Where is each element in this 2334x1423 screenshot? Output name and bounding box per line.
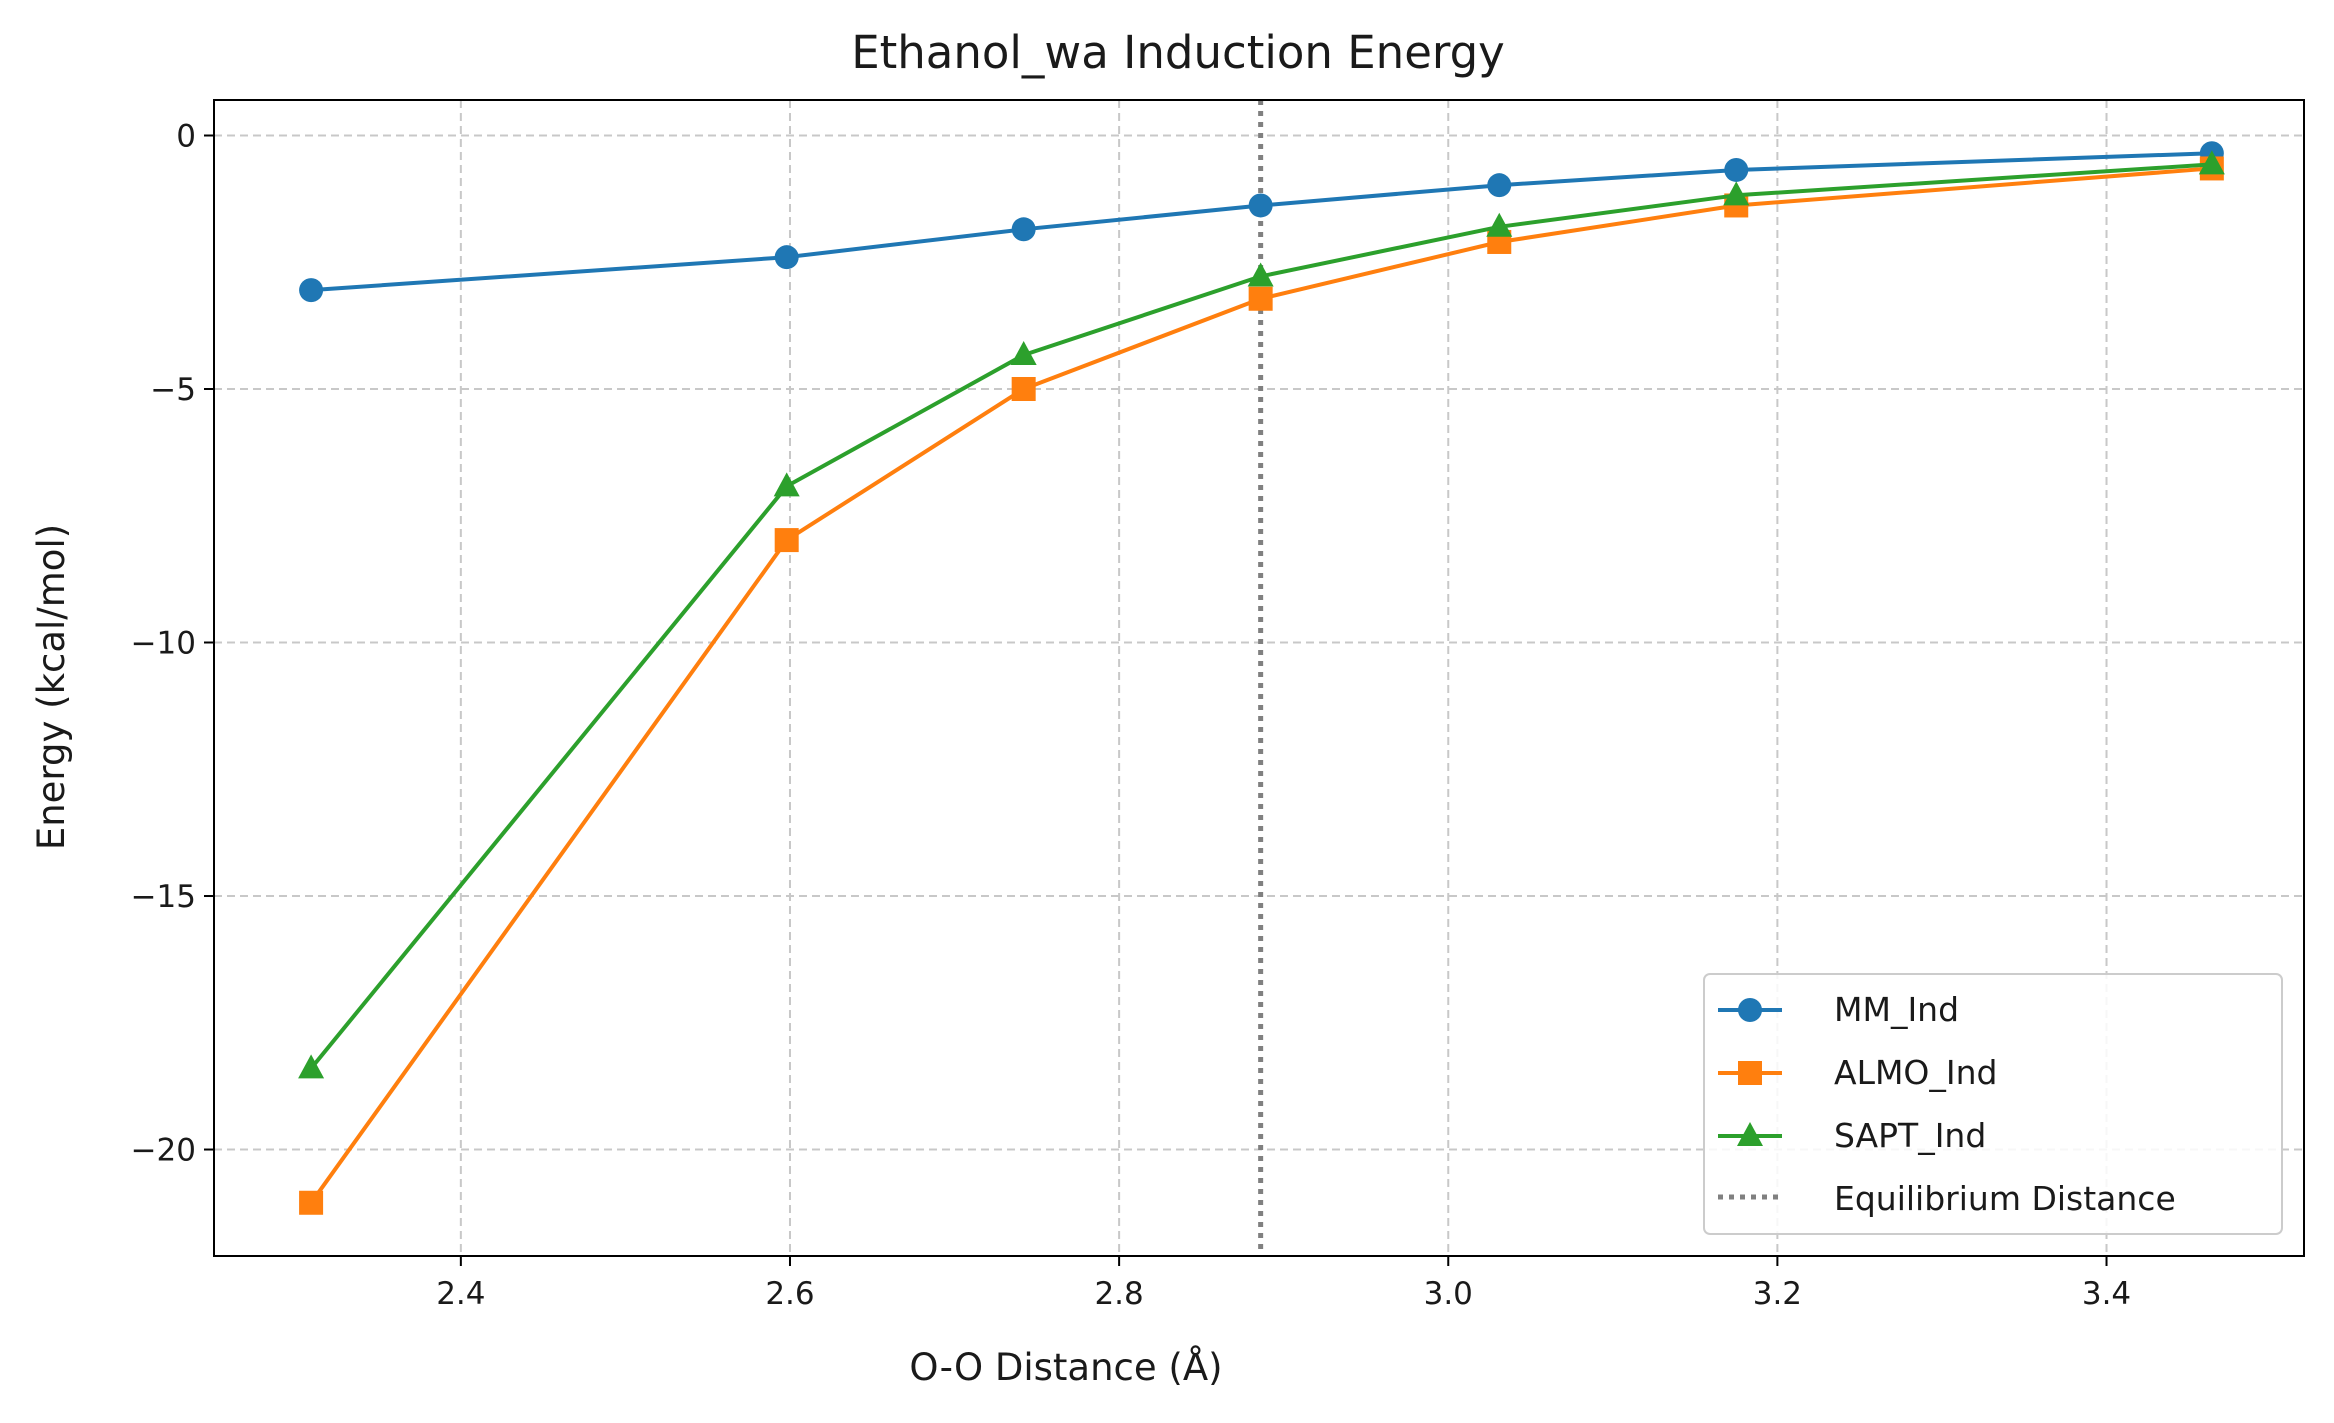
legend-label-sapt-ind: SAPT_Ind <box>1834 1116 1986 1155</box>
data-point-sapt-ind <box>1486 212 1513 237</box>
data-point-sapt-ind <box>1010 341 1037 366</box>
x-tick-label: 3.4 <box>2082 1276 2131 1312</box>
legend-box <box>1703 973 2283 1235</box>
legend-label-almo-ind: ALMO_Ind <box>1834 1053 1998 1092</box>
legend-marker-almo-ind <box>1738 1061 1762 1085</box>
data-point-sapt-ind <box>2198 150 2225 175</box>
plot-frame <box>213 99 2305 1257</box>
legend-marker-sapt-ind <box>1737 1122 1763 1146</box>
x-tick-label: 2.6 <box>765 1276 814 1312</box>
legend-label-equilibrium-distance: Equilibrium Distance <box>1834 1179 2176 1218</box>
legend-label-mm-ind: MM_Ind <box>1834 990 1959 1029</box>
y-tick-label: −10 <box>131 626 196 662</box>
data-point-mm-ind <box>774 245 799 270</box>
y-tick-label: −20 <box>131 1133 196 1169</box>
series-mm-ind <box>299 141 2224 303</box>
ticks: 2.4 2.6 2.8 3.0 3.2 3.4 0 −5 −10 −15 −20 <box>131 118 2132 1312</box>
data-point-sapt-ind <box>773 472 800 497</box>
x-tick-label: 2.4 <box>436 1276 485 1312</box>
y-axis-title: Energy (kcal/mol) <box>30 524 73 850</box>
data-point-mm-ind <box>299 278 324 303</box>
chart-title: Ethanol_wa Induction Energy <box>851 26 1505 79</box>
x-axis-title: O-O Distance (Å) <box>909 1345 1222 1389</box>
series-layer <box>298 141 2225 1215</box>
x-tick-label: 2.8 <box>1094 1276 1143 1312</box>
data-point-sapt-ind <box>1247 262 1274 287</box>
legend: MM_Ind ALMO_Ind SAPT_Ind Equilibrium Distan… <box>1703 973 2283 1235</box>
data-point-almo-ind <box>1248 286 1273 311</box>
y-tick-label: −5 <box>150 372 196 408</box>
data-point-mm-ind <box>1487 173 1512 198</box>
x-tick-label: 3.2 <box>1753 1276 1802 1312</box>
data-point-mm-ind <box>1248 193 1273 218</box>
series-sapt-ind <box>298 150 2225 1079</box>
data-point-sapt-ind <box>1723 181 1750 206</box>
y-tick-label: 0 <box>176 118 196 154</box>
data-point-almo-ind <box>1011 377 1036 401</box>
data-point-mm-ind <box>1724 157 1749 182</box>
y-tick-label: −15 <box>131 879 196 915</box>
data-point-almo-ind <box>299 1190 324 1215</box>
legend-marker-mm-ind <box>1738 998 1762 1022</box>
data-point-mm-ind <box>1011 217 1036 242</box>
data-point-sapt-ind <box>298 1054 325 1079</box>
data-point-almo-ind <box>774 528 799 553</box>
x-tick-label: 3.0 <box>1424 1276 1473 1312</box>
